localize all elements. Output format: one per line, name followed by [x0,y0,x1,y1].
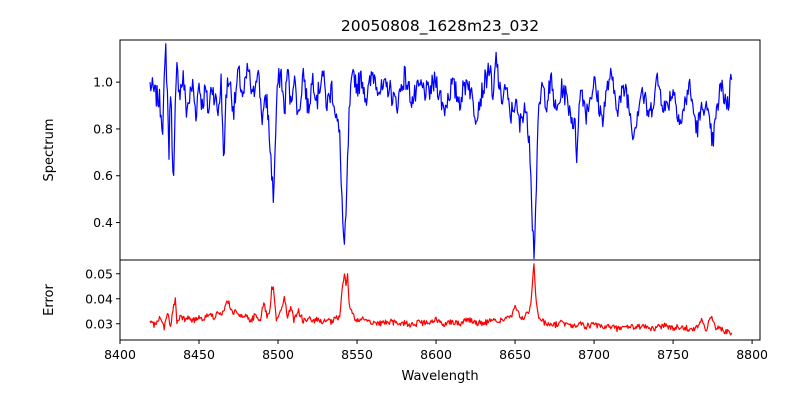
error-xtick-label: 8800 [736,347,768,362]
error-xtick-label: 8750 [657,347,689,362]
spectrum-ylabel: Spectrum [42,119,57,182]
spectrum-ytick-label: 0.4 [93,215,113,230]
spectrum-ytick-label: 0.8 [93,121,113,136]
error-xlabel: Wavelength [401,369,478,384]
spectrum-ytick-label: 0.6 [93,168,113,183]
spectrum-panel: 0.4 0.6 0.8 1.0 Spectrum [42,39,761,261]
error-xtick-label: 8450 [183,347,215,362]
error-ytick-label: 0.04 [85,291,113,306]
spectrum-series-line [149,43,733,260]
error-series-line [149,263,733,336]
error-xtick-label: 8600 [420,347,452,362]
error-xtick-label: 8700 [578,347,610,362]
error-xtick-label: 8550 [341,347,373,362]
chart-title: 20050808_1628m23_032 [341,17,539,36]
error-panel: 0.03 0.04 0.05 8400 8450 8500 8550 8600 8650 8700… [42,259,768,384]
error-xtick-label: 8400 [104,347,136,362]
error-ylabel: Error [42,284,57,316]
spectrum-ytick-label: 1.0 [93,75,113,90]
error-xtick-label: 8650 [499,347,531,362]
error-xtick-label: 8500 [262,347,294,362]
error-ytick-label: 0.05 [85,266,113,281]
error-axes-frame [119,259,761,341]
error-ytick-label: 0.03 [85,316,113,331]
